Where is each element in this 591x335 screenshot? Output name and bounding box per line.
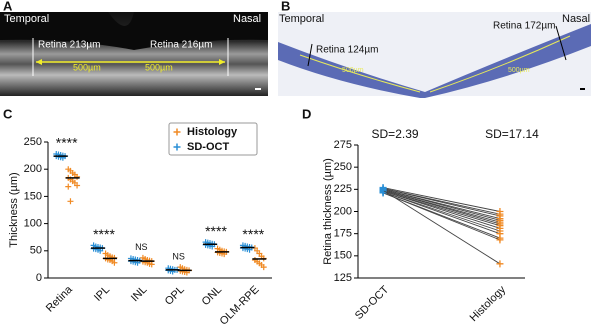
- pair-line: [382, 192, 501, 241]
- boundary: [555, 25, 567, 61]
- scale-line: [299, 35, 571, 93]
- legend-marker: [173, 128, 181, 136]
- y-tick-label: 100: [24, 218, 42, 230]
- pair-line: [382, 189, 501, 265]
- label: Retina 213µm: [38, 40, 100, 51]
- y-tick-label: 150: [24, 190, 42, 202]
- annotation: SD=2.39: [372, 127, 419, 141]
- x-tick-label: OLM-RPE: [218, 284, 262, 328]
- significance: ****: [56, 135, 78, 151]
- label: 500µm: [508, 67, 530, 74]
- boundary: [307, 43, 313, 67]
- label: Nasal: [562, 13, 590, 25]
- y-tick-label: 200: [24, 163, 42, 175]
- x-tick-label: IPL: [92, 284, 112, 304]
- data-point: [496, 236, 504, 244]
- x-tick-label: INL: [129, 284, 150, 305]
- y-tick-label: 275: [334, 139, 352, 151]
- significance: NS: [135, 242, 148, 252]
- y-tick-label: 250: [24, 136, 42, 148]
- data-point: [74, 173, 81, 180]
- retina-tissue: [278, 24, 591, 98]
- annotation: SD=17.14: [485, 127, 539, 141]
- data-point: [148, 261, 155, 268]
- label: 500µm: [73, 62, 101, 72]
- data-point: [379, 186, 387, 194]
- label: Retina 124µm: [316, 45, 378, 56]
- panel-label: C: [3, 106, 13, 121]
- legend-marker: [173, 143, 181, 151]
- data-point: [496, 260, 504, 268]
- scale-bar: [580, 88, 585, 90]
- label: 500µm: [145, 62, 173, 72]
- data-point: [260, 264, 267, 271]
- oct-vitreous: [0, 12, 268, 50]
- y-tick-label: 250: [334, 161, 352, 173]
- pair-line: [382, 190, 501, 229]
- pair-line: [382, 187, 501, 212]
- panel-label: D: [302, 106, 311, 121]
- label: Temporal: [279, 13, 324, 25]
- scale-bar: [255, 88, 261, 90]
- panel-label: A: [3, 0, 13, 13]
- data-point: [111, 259, 118, 266]
- x-tick-label: ONL: [200, 284, 224, 308]
- x-tick-label: OPL: [163, 284, 187, 308]
- y-tick-label: 50: [30, 245, 42, 257]
- pair-line: [382, 189, 501, 225]
- legend-label: SD-OCT: [187, 141, 229, 153]
- y-tick-label: 125: [334, 272, 352, 284]
- significance: ****: [242, 226, 264, 242]
- data-point: [74, 182, 81, 189]
- pair-line: [382, 191, 501, 235]
- data-point: [65, 183, 72, 190]
- x-tick-label: Retina: [44, 283, 76, 315]
- significance: ****: [93, 226, 115, 242]
- data-point: [67, 198, 74, 205]
- y-tick-label: 150: [334, 250, 352, 262]
- y-tick-label: 225: [334, 183, 352, 195]
- y-tick-label: 200: [334, 205, 352, 217]
- y-axis-label: Retina thickness (µm): [322, 158, 334, 265]
- significance: ****: [205, 223, 227, 239]
- legend-box: [168, 122, 258, 156]
- pair-line: [382, 188, 501, 217]
- label: Retina 172µm: [493, 21, 555, 32]
- y-tick-label: 0: [36, 272, 42, 284]
- x-tick-label: SD-OCT: [353, 283, 391, 321]
- label: 500µm: [342, 67, 364, 74]
- y-axis-label: Thickness (µm): [8, 172, 20, 247]
- x-tick-label: Histology: [468, 283, 509, 324]
- y-tick-label: 175: [334, 228, 352, 240]
- panel-label: B: [281, 0, 290, 13]
- label: Temporal: [4, 13, 49, 25]
- label: Retina 216µm: [150, 40, 212, 51]
- significance: NS: [172, 251, 185, 261]
- legend-label: Histology: [187, 126, 238, 138]
- label: Nasal: [233, 13, 261, 25]
- pair-line: [382, 188, 501, 221]
